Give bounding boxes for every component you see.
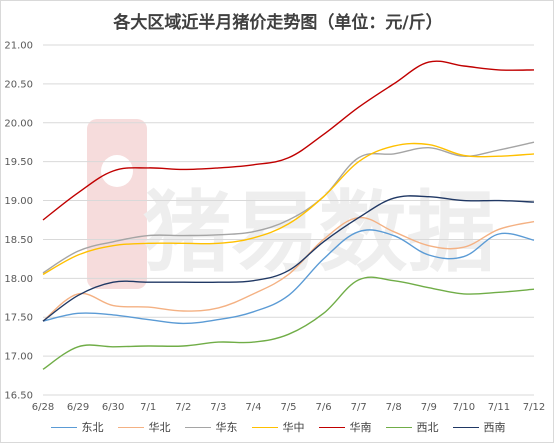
- x-tick-label: 7/10: [453, 402, 475, 413]
- legend-item: 华北: [117, 419, 171, 435]
- legend-swatch: [117, 426, 144, 428]
- y-tick-label: 21.00: [4, 41, 33, 52]
- y-tick-label: 17.00: [4, 352, 33, 363]
- x-tick-label: 6/30: [102, 402, 124, 413]
- y-axis-ticks: 16.50 17.00 17.50 18.00 18.50 19.00 19.50 20.00…: [4, 41, 33, 402]
- watermark-logo-dot: [101, 155, 133, 187]
- legend-swatch: [184, 426, 211, 428]
- y-tick-label: 18.50: [4, 235, 33, 246]
- y-tick-label: 20.00: [4, 118, 33, 129]
- legend-item: 西南: [452, 419, 506, 435]
- legend-swatch: [385, 426, 412, 428]
- legend-label: 东北: [81, 421, 104, 434]
- series-line-0: [42, 229, 535, 325]
- series-line-1: [42, 216, 535, 322]
- x-tick-label: 7/4: [245, 402, 261, 413]
- y-tick-label: 20.50: [4, 79, 33, 90]
- series-line-2: [42, 141, 535, 274]
- y-tick-label: 18.00: [4, 274, 33, 285]
- legend-label: 西南: [483, 421, 506, 434]
- x-tick-label: 7/1: [140, 402, 156, 413]
- series-lines: [42, 60, 535, 370]
- chart-legend: 东北 华北 华东 华中 华南 西北 西南: [1, 419, 554, 435]
- legend-swatch: [251, 426, 278, 428]
- y-tick-label: 19.00: [4, 196, 33, 207]
- y-tick-label: 17.50: [4, 313, 33, 324]
- watermark: 猪易数据: [87, 119, 495, 289]
- x-tick-label: 7/11: [488, 402, 510, 413]
- legend-label: 西北: [416, 421, 439, 434]
- watermark-text: 猪易数据: [143, 181, 495, 284]
- series-line-6: [42, 195, 535, 322]
- x-tick-label: 7/2: [175, 402, 191, 413]
- x-tick-label: 7/7: [351, 402, 367, 413]
- x-tick-label: 6/28: [32, 402, 54, 413]
- series-line-5: [42, 276, 535, 370]
- y-tick-label: 16.50: [4, 391, 33, 402]
- legend-swatch: [50, 426, 77, 428]
- x-tick-label: 7/8: [386, 402, 402, 413]
- legend-label: 华南: [349, 421, 372, 434]
- watermark-logo: [87, 119, 147, 289]
- series-line-3: [42, 142, 535, 276]
- legend-item: 西北: [385, 419, 439, 435]
- legend-item: 东北: [50, 419, 104, 435]
- x-tick-label: 7/3: [210, 402, 226, 413]
- x-tick-label: 7/9: [421, 402, 437, 413]
- y-tick-label: 19.50: [4, 157, 33, 168]
- legend-label: 华东: [215, 421, 238, 434]
- legend-swatch: [318, 426, 345, 428]
- gridlines: [43, 44, 534, 396]
- legend-item: 华东: [184, 419, 238, 435]
- legend-label: 华北: [148, 421, 171, 434]
- legend-item: 华中: [251, 419, 305, 435]
- x-tick-label: 7/6: [316, 402, 332, 413]
- x-tick-label: 7/5: [280, 402, 296, 413]
- x-axis-ticks: 6/28 6/29 6/30 7/1 7/2 7/3 7/4 7/5 7/6 7/7 7/8 7/9 7…: [32, 402, 545, 413]
- legend-label: 华中: [282, 421, 305, 434]
- chart-title: 各大区域近半月猪价走势图（单位：元/斤）: [113, 13, 443, 33]
- legend-swatch: [452, 426, 479, 428]
- legend-item: 华南: [318, 419, 372, 435]
- x-tick-label: 7/12: [523, 402, 545, 413]
- series-line-4: [42, 60, 535, 221]
- x-tick-label: 6/29: [67, 402, 89, 413]
